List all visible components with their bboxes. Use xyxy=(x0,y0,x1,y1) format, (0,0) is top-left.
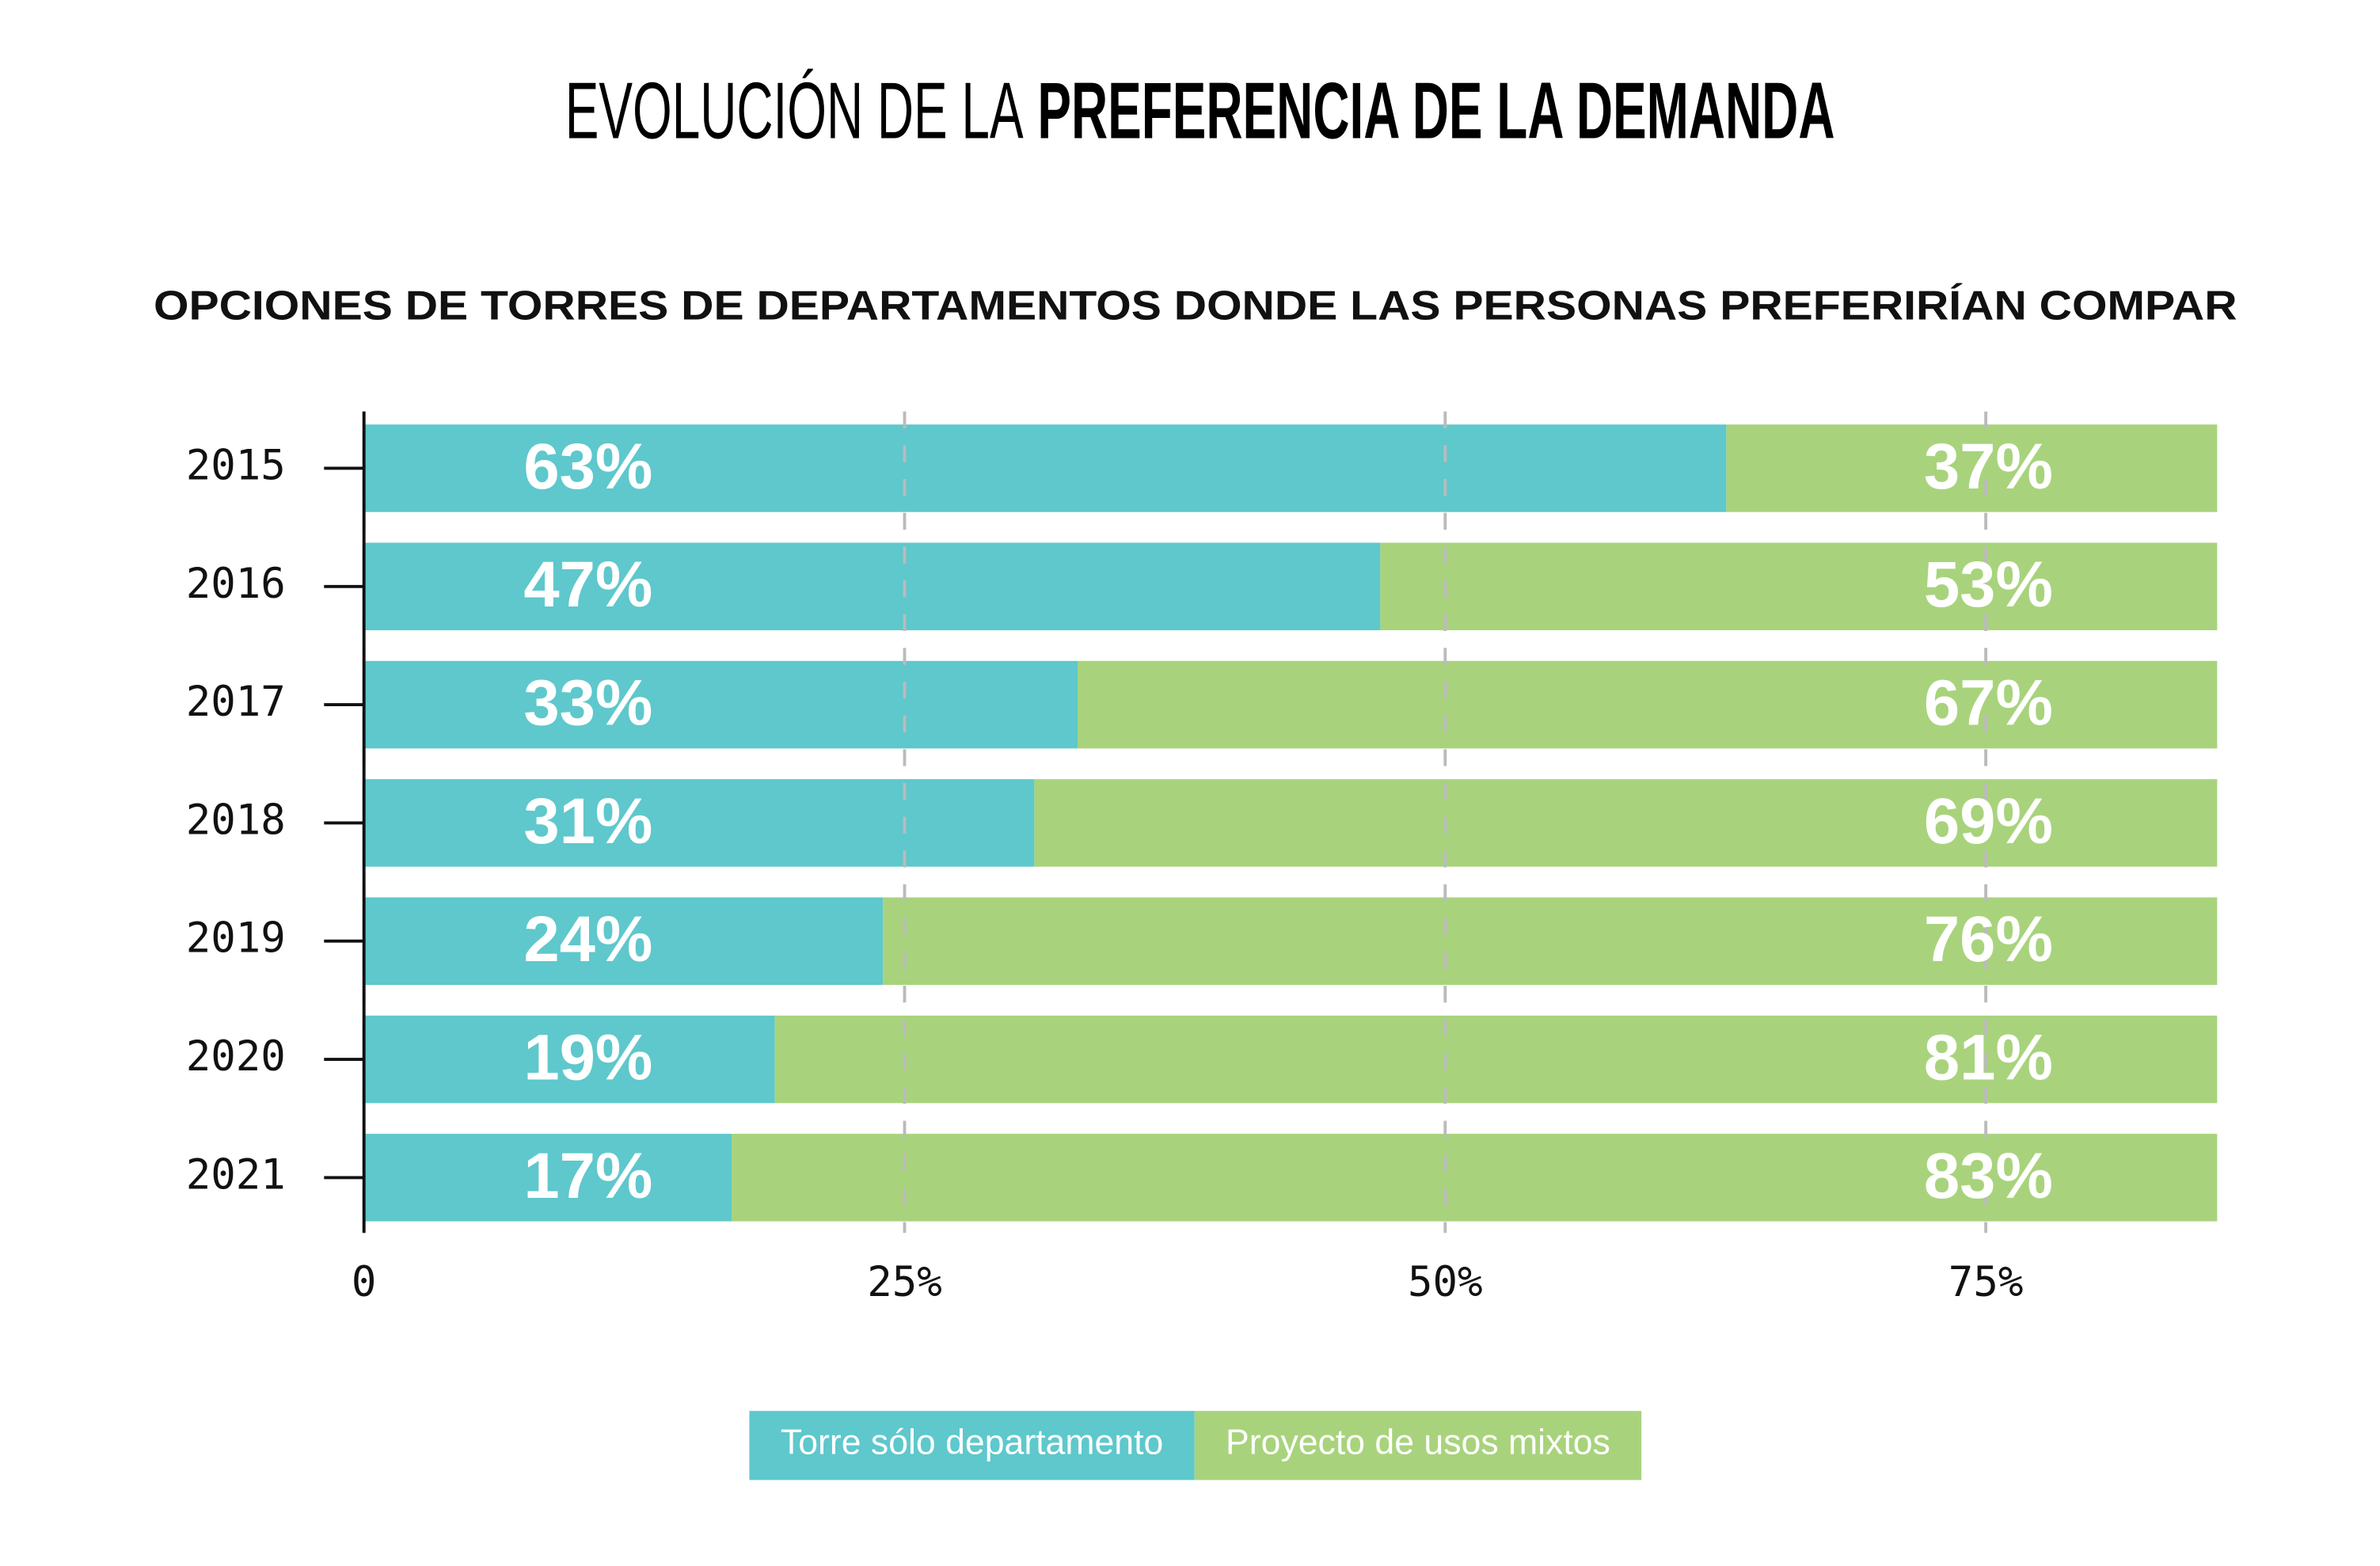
x-tick-label: 0 xyxy=(352,1258,377,1306)
bar-segment xyxy=(883,897,2218,986)
bar-segment xyxy=(774,1015,2218,1104)
bar-segment xyxy=(363,897,884,986)
value-label: 69% xyxy=(1924,785,2053,857)
y-tick-label: 2016 xyxy=(186,560,286,608)
value-label: 53% xyxy=(1924,549,2053,621)
y-tick-label: 2019 xyxy=(186,914,286,963)
value-label: 19% xyxy=(523,1021,652,1093)
value-label: 81% xyxy=(1924,1021,2053,1093)
y-tick-label: 2018 xyxy=(186,796,286,844)
legend-swatch xyxy=(749,1411,1195,1480)
bar-segment xyxy=(363,1015,775,1104)
value-label: 37% xyxy=(1924,431,2053,503)
value-label: 76% xyxy=(1924,903,2053,975)
x-tick-label: 50% xyxy=(1408,1258,1483,1306)
bar-segment xyxy=(363,542,1381,631)
bar-segment xyxy=(1726,424,2218,512)
bar-segment xyxy=(363,1134,732,1222)
bar-segment xyxy=(732,1134,2218,1222)
legend-label: Proyecto de usos mixtos xyxy=(1226,1423,1610,1462)
plot-area xyxy=(363,424,2218,1222)
value-label: 47% xyxy=(523,549,652,621)
bar-segment xyxy=(1380,542,2218,631)
bar-segment xyxy=(1077,660,2218,749)
value-label: 33% xyxy=(523,667,652,739)
y-tick-label: 2015 xyxy=(186,441,286,489)
x-tick-label: 25% xyxy=(867,1258,942,1306)
legend-label: Torre sólo departamento xyxy=(781,1423,1163,1462)
bar-segment xyxy=(363,779,1035,867)
bar-segment xyxy=(363,424,1727,512)
y-tick-label: 2017 xyxy=(186,678,286,726)
bar-segment xyxy=(363,660,1078,749)
chart-subtitle: OPCIONES DE TORRES DE DEPARTAMENTOS DOND… xyxy=(154,283,2237,329)
value-label: 24% xyxy=(523,903,652,975)
bar-segment xyxy=(1034,779,2218,867)
title-light: EVOLUCIÓN DE LA xyxy=(565,67,1024,155)
value-label: 31% xyxy=(523,785,652,857)
x-tick-label: 75% xyxy=(1948,1258,2024,1306)
y-tick-label: 2021 xyxy=(186,1150,286,1199)
y-tick-label: 2020 xyxy=(186,1032,286,1081)
legend-swatch xyxy=(1194,1411,1642,1480)
title-bold: PREFERENCIA DE LA DEMANDA xyxy=(1037,67,1834,155)
chart-title: EVOLUCIÓN DE LA PREFERENCIA DE LA DEMAND… xyxy=(565,67,1835,155)
value-label: 83% xyxy=(1924,1140,2053,1212)
value-label: 63% xyxy=(523,431,652,503)
value-label: 17% xyxy=(523,1140,652,1212)
value-label: 67% xyxy=(1924,667,2053,739)
